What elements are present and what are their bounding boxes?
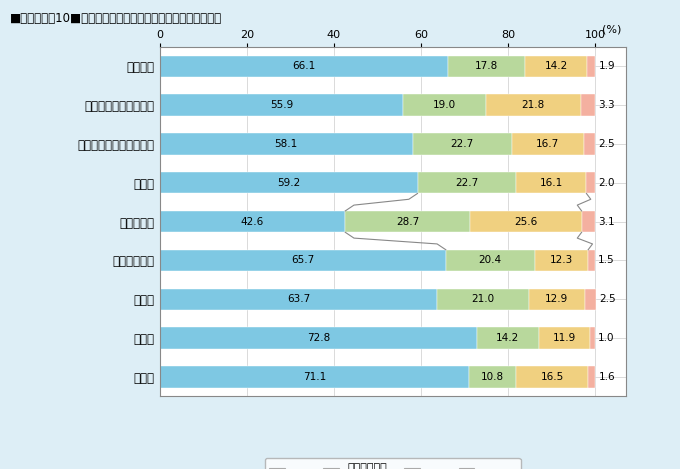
Text: 2.5: 2.5 bbox=[599, 294, 615, 304]
Bar bbox=[160, 56, 447, 77]
Text: 17.8: 17.8 bbox=[475, 61, 498, 71]
Text: ■図３－１－10■　災害に対する居住地域の安全度（地域別）: ■図３－１－10■ 災害に対する居住地域の安全度（地域別） bbox=[10, 12, 222, 25]
Bar bbox=[160, 211, 345, 232]
Text: 72.8: 72.8 bbox=[307, 333, 330, 343]
Bar bbox=[586, 172, 595, 193]
Text: 21.8: 21.8 bbox=[522, 100, 545, 110]
Text: 14.2: 14.2 bbox=[544, 61, 568, 71]
Text: 22.7: 22.7 bbox=[451, 139, 474, 149]
Text: 1.6: 1.6 bbox=[598, 372, 615, 382]
Text: 59.2: 59.2 bbox=[277, 178, 301, 188]
Bar bbox=[581, 94, 595, 116]
Text: 10.8: 10.8 bbox=[481, 372, 505, 382]
Text: 12.3: 12.3 bbox=[549, 256, 573, 265]
Bar bbox=[588, 250, 595, 271]
Bar bbox=[477, 327, 539, 349]
Bar bbox=[437, 288, 528, 310]
Bar bbox=[539, 327, 590, 349]
Bar bbox=[418, 172, 516, 193]
Bar bbox=[581, 211, 595, 232]
Text: 16.5: 16.5 bbox=[541, 372, 564, 382]
Text: 3.1: 3.1 bbox=[598, 217, 615, 227]
Text: 3.3: 3.3 bbox=[598, 100, 615, 110]
Bar bbox=[160, 94, 403, 116]
Text: 2.0: 2.0 bbox=[598, 178, 615, 188]
Text: 20.4: 20.4 bbox=[479, 256, 502, 265]
Text: 16.7: 16.7 bbox=[537, 139, 560, 149]
Text: 22.7: 22.7 bbox=[456, 178, 479, 188]
Bar bbox=[160, 288, 437, 310]
Bar bbox=[486, 94, 581, 116]
Text: 28.7: 28.7 bbox=[396, 217, 420, 227]
Bar bbox=[528, 288, 585, 310]
Bar bbox=[413, 133, 511, 155]
Bar bbox=[516, 366, 588, 387]
Bar bbox=[470, 211, 581, 232]
Bar bbox=[469, 366, 516, 387]
Text: 71.1: 71.1 bbox=[303, 372, 326, 382]
Bar bbox=[584, 133, 595, 155]
Text: 65.7: 65.7 bbox=[291, 256, 314, 265]
Bar bbox=[588, 366, 595, 387]
Bar bbox=[525, 56, 587, 77]
Bar bbox=[585, 288, 596, 310]
Text: 25.6: 25.6 bbox=[514, 217, 537, 227]
Text: 66.1: 66.1 bbox=[292, 61, 316, 71]
Bar bbox=[403, 94, 486, 116]
Text: (%): (%) bbox=[602, 24, 621, 34]
Text: 1.5: 1.5 bbox=[598, 256, 615, 265]
Bar bbox=[160, 172, 418, 193]
Text: 1.9: 1.9 bbox=[598, 61, 615, 71]
Bar bbox=[160, 366, 469, 387]
Bar bbox=[516, 172, 586, 193]
Bar bbox=[160, 327, 477, 349]
Text: 21.0: 21.0 bbox=[471, 294, 494, 304]
Bar bbox=[590, 327, 595, 349]
Bar bbox=[160, 250, 446, 271]
Text: 55.9: 55.9 bbox=[270, 100, 293, 110]
Bar bbox=[587, 56, 595, 77]
Bar bbox=[447, 56, 525, 77]
Text: 19.0: 19.0 bbox=[433, 100, 456, 110]
Text: 14.2: 14.2 bbox=[496, 333, 520, 343]
Text: 16.1: 16.1 bbox=[540, 178, 563, 188]
Text: 12.9: 12.9 bbox=[545, 294, 568, 304]
Text: 2.5: 2.5 bbox=[598, 139, 615, 149]
Text: 11.9: 11.9 bbox=[553, 333, 576, 343]
Text: 1.0: 1.0 bbox=[598, 333, 615, 343]
Text: 42.6: 42.6 bbox=[241, 217, 264, 227]
Bar bbox=[345, 211, 470, 232]
Bar bbox=[446, 250, 534, 271]
Text: 58.1: 58.1 bbox=[275, 139, 298, 149]
Text: 63.7: 63.7 bbox=[287, 294, 310, 304]
Legend: 安全, 安全とも危険
ともいえない, 危険, わからない: 安全, 安全とも危険 ともいえない, 危険, わからない bbox=[265, 458, 521, 469]
Bar bbox=[160, 133, 413, 155]
Bar bbox=[511, 133, 584, 155]
Bar bbox=[534, 250, 588, 271]
